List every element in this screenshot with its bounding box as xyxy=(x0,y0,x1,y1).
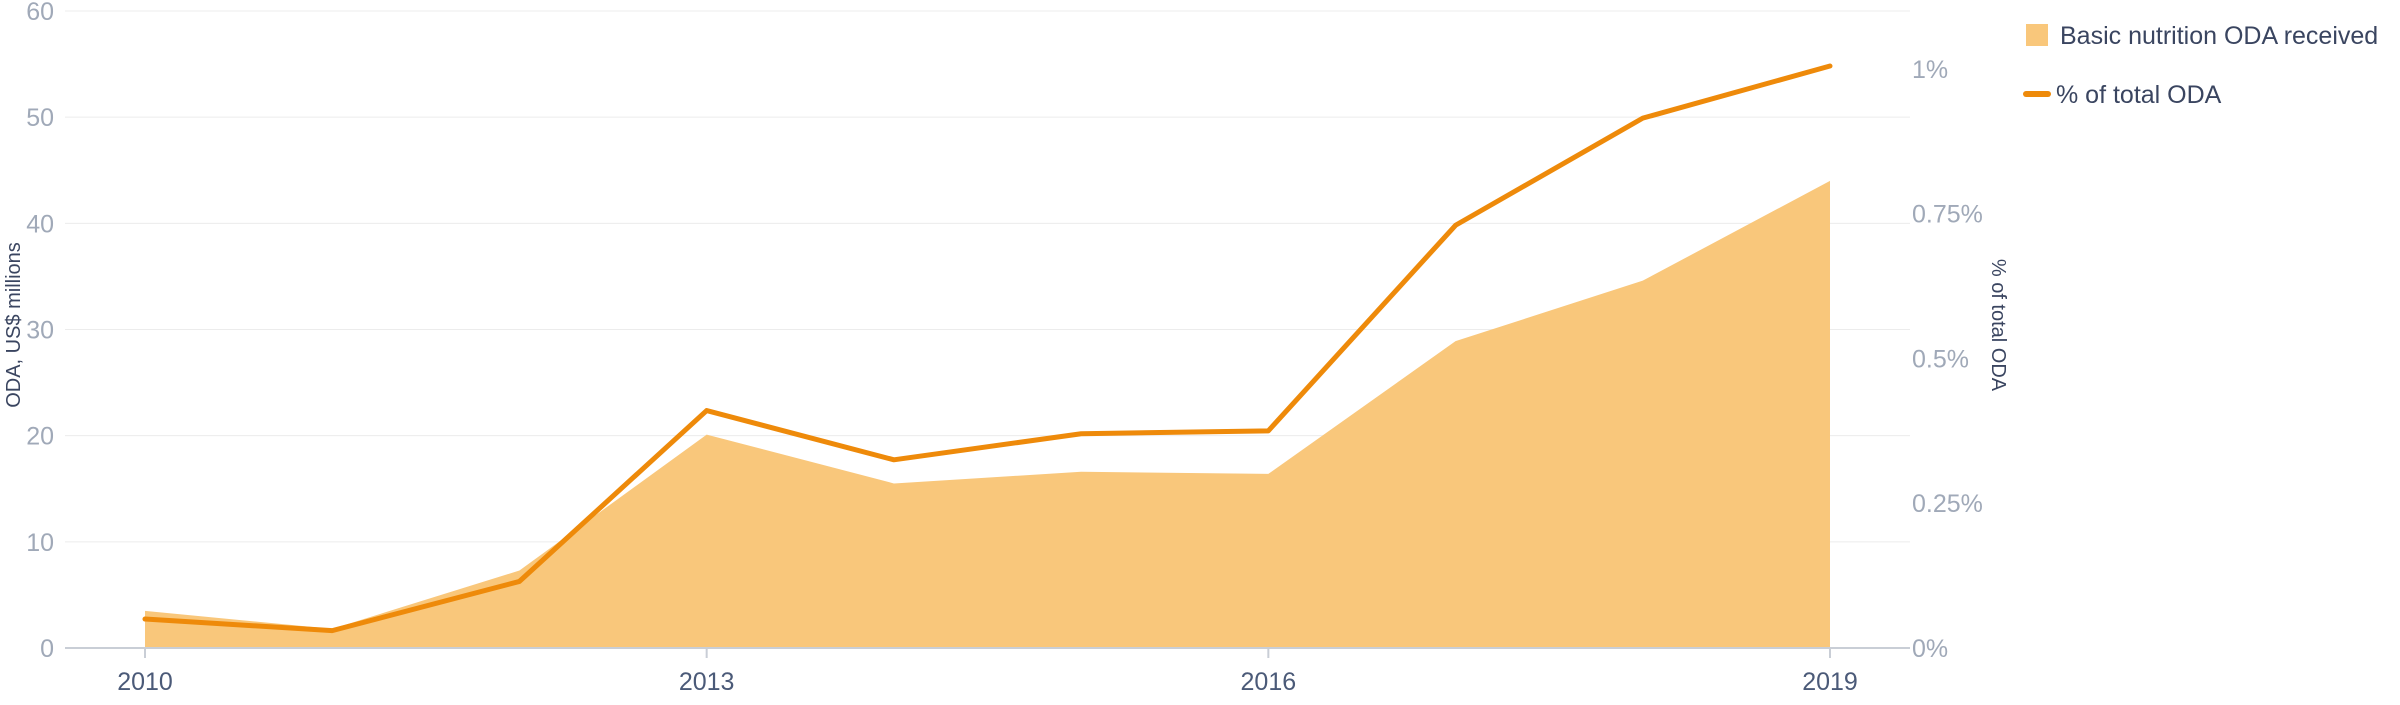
x-tick-label: 2019 xyxy=(1802,668,1858,696)
area-series-basic-nutrition xyxy=(145,181,1830,648)
x-tick-label: 2016 xyxy=(1241,668,1297,696)
area-layer xyxy=(145,181,1830,648)
legend-label-area: Basic nutrition ODA received xyxy=(2060,22,2378,50)
y2-axis-title: % of total ODA xyxy=(1987,259,2009,392)
y-tick-label: 0 xyxy=(40,635,54,663)
y2-tick-label: 0% xyxy=(1912,635,1948,663)
legend: Basic nutrition ODA received % of total O… xyxy=(2026,22,2378,109)
y2-tick-label: 0.25% xyxy=(1912,490,1983,518)
y-tick-label: 50 xyxy=(26,104,54,132)
y2-tick-label: 0.5% xyxy=(1912,345,1969,373)
y-tick-label: 20 xyxy=(26,423,54,451)
x-tick-label: 2013 xyxy=(679,668,735,696)
y-tick-label: 10 xyxy=(26,529,54,557)
y2-tick-label: 0.75% xyxy=(1912,201,1983,229)
y-tick-label: 30 xyxy=(26,317,54,345)
y-tick-label: 60 xyxy=(26,0,54,26)
y2-tick-label: 1% xyxy=(1912,56,1948,84)
y-axis-title: ODA, US$ millions xyxy=(3,242,25,408)
legend-label-line: % of total ODA xyxy=(2056,81,2222,109)
legend-swatch-area xyxy=(2026,24,2048,46)
y-tick-label: 40 xyxy=(26,210,54,238)
x-tick-label: 2010 xyxy=(117,668,173,696)
